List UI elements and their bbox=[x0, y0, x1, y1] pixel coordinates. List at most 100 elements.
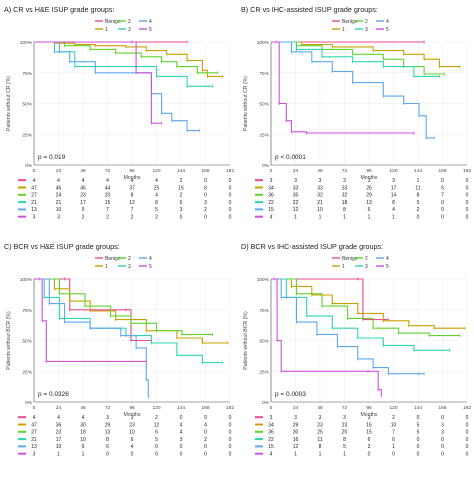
risk-cell: 18 bbox=[80, 430, 86, 436]
risk-cell: 6 bbox=[392, 437, 395, 443]
km-curve-2 bbox=[271, 41, 445, 75]
y-tick-label: 0% bbox=[25, 400, 33, 406]
x-tick-label: 0 bbox=[270, 405, 273, 411]
x-tick-label: 0 bbox=[270, 168, 273, 174]
risk-cell: 4 bbox=[131, 444, 134, 450]
km-curve-4 bbox=[271, 278, 425, 375]
risk-cell: 0 bbox=[155, 444, 158, 450]
risk-cell: 21 bbox=[317, 200, 323, 206]
risk-cell: 3 bbox=[368, 415, 371, 421]
risk-table: 3 3 3 3 3 3 1 0 034 33 33 33 26 17 11 5 036 35 32 32 29 14 8 7 0… bbox=[255, 178, 469, 221]
x-tick-label: 168 bbox=[201, 405, 209, 411]
x-tick-label: 24 bbox=[293, 168, 299, 174]
x-tick-label: 48 bbox=[317, 405, 323, 411]
risk-cell: 15 bbox=[105, 200, 111, 206]
risk-cell: 21 bbox=[56, 200, 62, 206]
risk-cell: 13 bbox=[31, 207, 37, 213]
risk-cell: 6 bbox=[131, 437, 134, 443]
risk-cell: 0 bbox=[229, 415, 232, 421]
x-tick-label: 192 bbox=[226, 168, 234, 174]
risk-cell: 4 bbox=[33, 178, 36, 184]
risk-cell: 0 bbox=[466, 185, 469, 191]
risk-cell: 0 bbox=[368, 452, 371, 458]
risk-cell: 5 bbox=[417, 430, 420, 436]
legend-label: 1 bbox=[105, 264, 108, 270]
y-tick-label: 50% bbox=[22, 102, 32, 108]
risk-cell: 0 bbox=[466, 415, 469, 421]
risk-cell: 4 bbox=[270, 215, 273, 221]
legend-label: 5 bbox=[386, 264, 389, 270]
risk-cell: 0 bbox=[229, 193, 232, 199]
risk-cell: 1 bbox=[319, 452, 322, 458]
y-tick-label: 25% bbox=[259, 132, 269, 138]
panel-title: D) BCR vs IHC-assisted ISUP grade groups… bbox=[241, 242, 383, 251]
risk-cell: 24 bbox=[56, 193, 62, 199]
risk-cell: 47 bbox=[31, 422, 37, 428]
risk-cell: 15 bbox=[268, 207, 274, 213]
legend: Benign 2 4 1 3 5 bbox=[95, 256, 152, 270]
x-tick-label: 0 bbox=[33, 405, 36, 411]
risk-cell: 0 bbox=[204, 430, 207, 436]
x-tick-label: 144 bbox=[177, 168, 185, 174]
p-value: p = 0.019 bbox=[38, 154, 66, 161]
risk-cell: 23 bbox=[129, 422, 135, 428]
km-curve-4 bbox=[271, 41, 435, 139]
legend-label: 5 bbox=[386, 27, 389, 33]
risk-cell: 2 bbox=[82, 215, 85, 221]
x-tick-label: 120 bbox=[389, 405, 397, 411]
risk-cell: 0 bbox=[417, 415, 420, 421]
x-tick-label: 72 bbox=[342, 168, 348, 174]
risk-cell: 0 bbox=[466, 178, 469, 184]
panel-title: B) CR vs IHC-assisted ISUP grade groups: bbox=[241, 5, 378, 14]
risk-cell: 2 bbox=[155, 415, 158, 421]
risk-cell: 12 bbox=[154, 422, 160, 428]
risk-cell: 7 bbox=[441, 193, 444, 199]
km-curve-1 bbox=[271, 41, 460, 68]
risk-cell: 15 bbox=[178, 185, 184, 191]
y-tick-label: 100% bbox=[20, 277, 33, 283]
y-tick-label: 75% bbox=[22, 71, 32, 77]
x-tick-label: 168 bbox=[438, 405, 446, 411]
legend-label: Benign bbox=[342, 19, 358, 25]
risk-table: 4 4 4 3 3 2 0 0 047 36 30 29 23 12 4 4 027 23 18 13 10 6 4 0 021… bbox=[18, 415, 232, 458]
legend-label: 3 bbox=[365, 264, 368, 270]
risk-cell: 0 bbox=[441, 200, 444, 206]
risk-cell: 0 bbox=[441, 437, 444, 443]
legend: Benign 2 4 1 3 5 bbox=[95, 19, 152, 33]
y-tick-label: 25% bbox=[22, 132, 32, 138]
risk-cell: 10 bbox=[391, 422, 397, 428]
x-axis-label: Months bbox=[123, 412, 140, 418]
risk-cell: 4 bbox=[82, 178, 85, 184]
risk-cell: 8 bbox=[155, 200, 158, 206]
x-tick-label: 24 bbox=[293, 405, 299, 411]
risk-cell: 8 bbox=[343, 437, 346, 443]
risk-cell: 14 bbox=[391, 193, 397, 199]
y-tick-label: 0% bbox=[25, 163, 33, 169]
risk-cell: 1 bbox=[343, 452, 346, 458]
risk-cell: 17 bbox=[56, 437, 62, 443]
risk-cell: 20 bbox=[105, 193, 111, 199]
risk-cell: 3 bbox=[441, 422, 444, 428]
risk-cell: 3 bbox=[343, 415, 346, 421]
risk-cell: 15 bbox=[268, 444, 274, 450]
risk-cell: 3 bbox=[270, 415, 273, 421]
risk-cell: 16 bbox=[366, 422, 372, 428]
risk-cell: 2 bbox=[180, 193, 183, 199]
legend-label: 5 bbox=[149, 264, 152, 270]
risk-cell: 0 bbox=[155, 452, 158, 458]
x-tick-label: 48 bbox=[80, 168, 86, 174]
risk-cell: 2 bbox=[204, 207, 207, 213]
risk-cell: 6 bbox=[180, 200, 183, 206]
risk-cell: 3 bbox=[270, 178, 273, 184]
risk-cell: 0 bbox=[229, 430, 232, 436]
km-curve-1 bbox=[271, 278, 465, 329]
km-curve-Benign bbox=[271, 278, 389, 321]
y-tick-label: 0% bbox=[262, 400, 270, 406]
risk-cell: 0 bbox=[466, 200, 469, 206]
risk-cell: 30 bbox=[80, 422, 86, 428]
y-axis-label: Patients without CR (%) bbox=[243, 76, 249, 131]
risk-cell: 0 bbox=[441, 215, 444, 221]
series-group bbox=[271, 40, 461, 140]
risk-cell: 2 bbox=[180, 178, 183, 184]
